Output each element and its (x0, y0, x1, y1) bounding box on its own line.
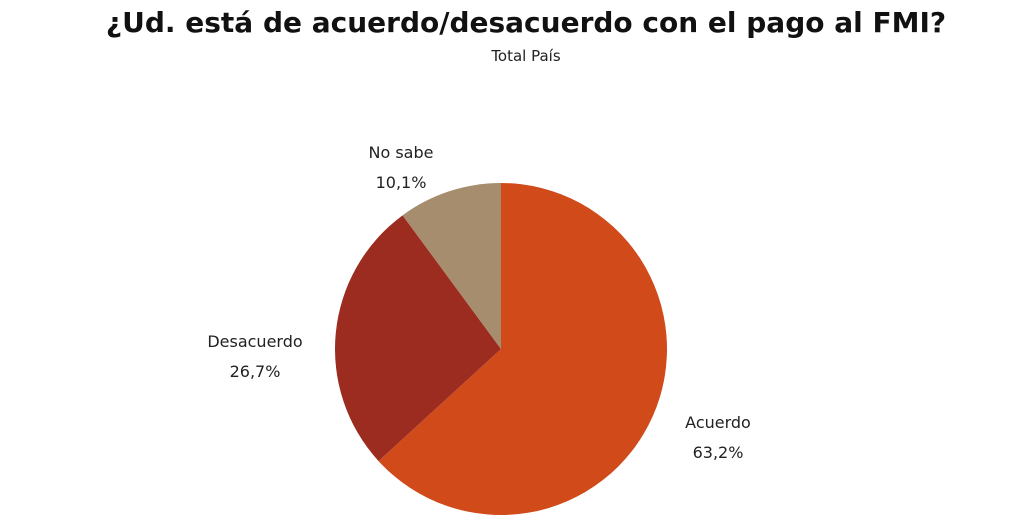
chart-title: ¿Ud. está de acuerdo/desacuerdo con el p… (105, 6, 947, 39)
slice-value-desacuerdo: 26,7% (230, 362, 281, 381)
pie-slice-desacuerdo (334, 215, 501, 462)
slice-label-no-sabe: No sabe (369, 143, 434, 162)
pie-slice-acuerdo (378, 183, 667, 515)
pie-slices (334, 183, 667, 515)
chart-subtitle: Total País (491, 47, 561, 65)
pie-labels: Acuerdo 63,2% Desacuerdo 26,7% No sabe 10,1% (207, 143, 751, 462)
slice-label-acuerdo: Acuerdo (685, 413, 751, 432)
slice-label-desacuerdo: Desacuerdo (207, 332, 302, 351)
pie-slice-no-sabe (402, 183, 501, 349)
slice-value-no-sabe: 10,1% (376, 173, 427, 192)
slice-value-acuerdo: 63,2% (693, 443, 744, 462)
